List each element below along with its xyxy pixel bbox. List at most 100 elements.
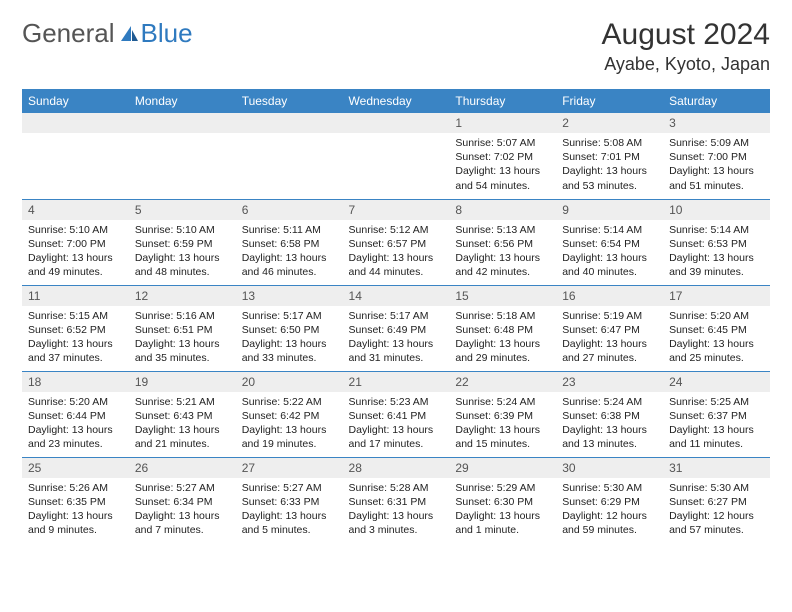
- calendar-cell: 30Sunrise: 5:30 AMSunset: 6:29 PMDayligh…: [556, 457, 663, 543]
- day-info: Sunrise: 5:23 AMSunset: 6:41 PMDaylight:…: [343, 392, 450, 456]
- day-number-value: 7: [349, 203, 356, 217]
- calendar-cell: 5Sunrise: 5:10 AMSunset: 6:59 PMDaylight…: [129, 199, 236, 285]
- calendar-cell: 22Sunrise: 5:24 AMSunset: 6:39 PMDayligh…: [449, 371, 556, 457]
- day-number: 14: [343, 286, 450, 306]
- day-number: 29: [449, 458, 556, 478]
- month-title: August 2024: [602, 18, 770, 52]
- daylight-line2: and 13 minutes.: [562, 437, 657, 451]
- sunrise-text: Sunrise: 5:07 AM: [455, 136, 550, 150]
- day-number-value: 2: [562, 116, 569, 130]
- day-number: 21: [343, 372, 450, 392]
- calendar-cell: 11 Sunrise: 5:15 AMSunset: 6:52 PMDayligh…: [22, 285, 129, 371]
- sunrise-text: Sunrise: 5:12 AM: [349, 223, 444, 237]
- sunset-text: Sunset: 6:29 PM: [562, 495, 657, 509]
- daylight-line1: Daylight: 13 hours: [28, 251, 123, 265]
- daylight-line2: and 21 minutes.: [135, 437, 230, 451]
- sunrise-text: Sunrise: 5:25 AM: [669, 395, 764, 409]
- sunrise-text: Sunrise: 5:09 AM: [669, 136, 764, 150]
- day-number: 5: [129, 200, 236, 220]
- daylight-line2: and 42 minutes.: [455, 265, 550, 279]
- calendar-cell: 31Sunrise: 5:30 AMSunset: 6:27 PMDayligh…: [663, 457, 770, 543]
- sunset-text: Sunset: 7:02 PM: [455, 150, 550, 164]
- daylight-line1: Daylight: 13 hours: [135, 251, 230, 265]
- calendar-cell: 4Sunrise: 5:10 AMSunset: 7:00 PMDaylight…: [22, 199, 129, 285]
- day-number: 11: [22, 286, 129, 306]
- sunset-text: Sunset: 6:43 PM: [135, 409, 230, 423]
- calendar-cell: 3 Sunrise: 5:09 AMSunset: 7:00 PMDaylight…: [663, 113, 770, 199]
- day-number: 16: [556, 286, 663, 306]
- calendar-cell: 15Sunrise: 5:18 AMSunset: 6:48 PMDayligh…: [449, 285, 556, 371]
- sunset-text: Sunset: 6:54 PM: [562, 237, 657, 251]
- daylight-line1: Daylight: 13 hours: [28, 423, 123, 437]
- sunrise-text: Sunrise: 5:14 AM: [669, 223, 764, 237]
- day-number-value: 20: [242, 375, 255, 389]
- sunset-text: Sunset: 6:50 PM: [242, 323, 337, 337]
- day-info: Sunrise: 5:09 AMSunset: 7:00 PMDaylight:…: [663, 133, 770, 197]
- logo-text-1: General: [22, 18, 115, 49]
- daylight-line2: and 19 minutes.: [242, 437, 337, 451]
- daylight-line2: and 29 minutes.: [455, 351, 550, 365]
- day-number: 2: [556, 113, 663, 133]
- day-number-value: 13: [242, 289, 255, 303]
- day-number: 6: [236, 200, 343, 220]
- day-number: 19: [129, 372, 236, 392]
- daylight-line2: and 25 minutes.: [669, 351, 764, 365]
- calendar-cell: 2Sunrise: 5:08 AMSunset: 7:01 PMDaylight…: [556, 113, 663, 199]
- day-info: Sunrise: 5:16 AMSunset: 6:51 PMDaylight:…: [129, 306, 236, 370]
- sunrise-text: Sunrise: 5:28 AM: [349, 481, 444, 495]
- day-number: 7: [343, 200, 450, 220]
- day-number-value: 24: [669, 375, 682, 389]
- day-number: [236, 113, 343, 133]
- day-info: Sunrise: 5:18 AMSunset: 6:48 PMDaylight:…: [449, 306, 556, 370]
- sunrise-text: Sunrise: 5:08 AM: [562, 136, 657, 150]
- calendar-cell: 7Sunrise: 5:12 AMSunset: 6:57 PMDaylight…: [343, 199, 450, 285]
- day-number-value: 1: [455, 116, 462, 130]
- day-number-value: 23: [562, 375, 575, 389]
- day-info: Sunrise: 5:25 AMSunset: 6:37 PMDaylight:…: [663, 392, 770, 456]
- sunrise-text: Sunrise: 5:24 AM: [455, 395, 550, 409]
- day-number-value: 25: [28, 461, 41, 475]
- daylight-line1: Daylight: 13 hours: [562, 423, 657, 437]
- calendar-cell: 9Sunrise: 5:14 AMSunset: 6:54 PMDaylight…: [556, 199, 663, 285]
- sunrise-text: Sunrise: 5:22 AM: [242, 395, 337, 409]
- daylight-line1: Daylight: 13 hours: [349, 251, 444, 265]
- calendar-cell: 13Sunrise: 5:17 AMSunset: 6:50 PMDayligh…: [236, 285, 343, 371]
- sunrise-text: Sunrise: 5:20 AM: [28, 395, 123, 409]
- daylight-line1: Daylight: 13 hours: [455, 337, 550, 351]
- daylight-line2: and 23 minutes.: [28, 437, 123, 451]
- calendar-cell: 19Sunrise: 5:21 AMSunset: 6:43 PMDayligh…: [129, 371, 236, 457]
- day-number: 12: [129, 286, 236, 306]
- sunset-text: Sunset: 7:01 PM: [562, 150, 657, 164]
- calendar-cell: 16Sunrise: 5:19 AMSunset: 6:47 PMDayligh…: [556, 285, 663, 371]
- day-info: Sunrise: 5:29 AMSunset: 6:30 PMDaylight:…: [449, 478, 556, 542]
- daylight-line2: and 48 minutes.: [135, 265, 230, 279]
- sunset-text: Sunset: 6:48 PM: [455, 323, 550, 337]
- day-info: Sunrise: 5:10 AMSunset: 7:00 PMDaylight:…: [22, 220, 129, 284]
- daylight-line2: and 54 minutes.: [455, 179, 550, 193]
- calendar-cell: [236, 113, 343, 199]
- day-number: 15: [449, 286, 556, 306]
- day-info: Sunrise: 5:14 AMSunset: 6:53 PMDaylight:…: [663, 220, 770, 284]
- day-header: Thursday: [449, 89, 556, 113]
- day-info: Sunrise: 5:30 AMSunset: 6:29 PMDaylight:…: [556, 478, 663, 542]
- sunrise-text: Sunrise: 5:27 AM: [242, 481, 337, 495]
- day-info: Sunrise: 5:22 AMSunset: 6:42 PMDaylight:…: [236, 392, 343, 456]
- day-info: Sunrise: 5:15 AMSunset: 6:52 PMDaylight:…: [22, 306, 129, 370]
- sunrise-text: Sunrise: 5:10 AM: [28, 223, 123, 237]
- day-number-value: 3: [669, 116, 676, 130]
- calendar-cell: 14Sunrise: 5:17 AMSunset: 6:49 PMDayligh…: [343, 285, 450, 371]
- sunset-text: Sunset: 6:42 PM: [242, 409, 337, 423]
- day-number-value: 6: [242, 203, 249, 217]
- sunset-text: Sunset: 6:45 PM: [669, 323, 764, 337]
- daylight-line2: and 53 minutes.: [562, 179, 657, 193]
- day-number: 28: [343, 458, 450, 478]
- day-info: Sunrise: 5:28 AMSunset: 6:31 PMDaylight:…: [343, 478, 450, 542]
- day-header: Wednesday: [343, 89, 450, 113]
- calendar-cell: 28Sunrise: 5:28 AMSunset: 6:31 PMDayligh…: [343, 457, 450, 543]
- day-number-value: 11: [28, 289, 40, 303]
- day-info: Sunrise: 5:07 AMSunset: 7:02 PMDaylight:…: [449, 133, 556, 197]
- daylight-line1: Daylight: 13 hours: [669, 423, 764, 437]
- day-header: Friday: [556, 89, 663, 113]
- calendar-cell: 27Sunrise: 5:27 AMSunset: 6:33 PMDayligh…: [236, 457, 343, 543]
- daylight-line2: and 49 minutes.: [28, 265, 123, 279]
